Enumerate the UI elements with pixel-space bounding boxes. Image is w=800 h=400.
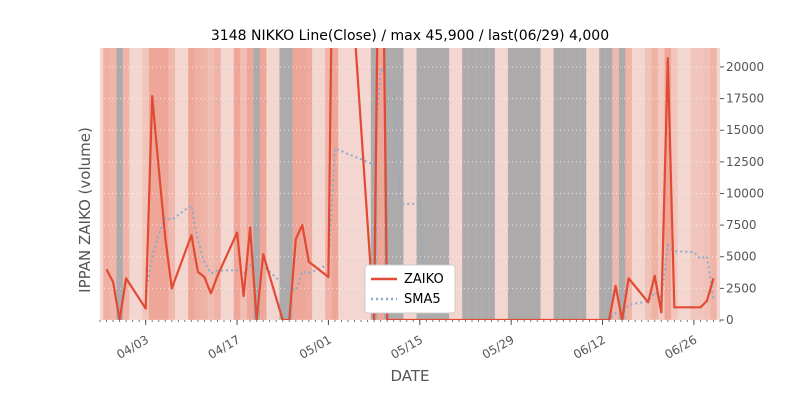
day-band-20 bbox=[286, 48, 293, 320]
day-band-13 bbox=[214, 48, 221, 320]
day-band-23 bbox=[305, 48, 313, 320]
day-band-60 bbox=[671, 48, 678, 320]
legend: ZAIKO SMA5 bbox=[364, 264, 456, 314]
day-band-51 bbox=[599, 48, 606, 320]
day-band-16 bbox=[246, 48, 254, 320]
x-tick-label-4: 05/29 bbox=[480, 332, 517, 361]
x-tick-label-3: 05/15 bbox=[388, 332, 425, 361]
legend-label-sma5: SMA5 bbox=[404, 292, 441, 307]
day-band-62 bbox=[697, 48, 704, 320]
day-band-45 bbox=[534, 48, 541, 320]
day-band-3 bbox=[122, 48, 130, 320]
day-band-34 bbox=[436, 48, 443, 320]
day-band-50 bbox=[579, 48, 587, 320]
day-band-47 bbox=[560, 48, 567, 320]
day-band-27 bbox=[377, 48, 384, 320]
y-tick-label-5: 12500 bbox=[726, 155, 764, 169]
day-band-28 bbox=[383, 48, 391, 320]
chart-title: 3148 NIKKO Line(Close) / max 45,900 / la… bbox=[211, 28, 609, 44]
day-band-56 bbox=[644, 48, 652, 320]
day-band-54 bbox=[618, 48, 626, 320]
day-band-46 bbox=[553, 48, 561, 320]
y-tick-label-8: 20000 bbox=[726, 60, 764, 74]
day-band-6 bbox=[155, 48, 162, 320]
series-line-zaiko bbox=[105, 48, 715, 320]
x-axis-ticks: 04/03 04/17 05/01 05/15 05/29 06/12 06/26 bbox=[99, 320, 721, 362]
legend-label-zaiko: ZAIKO bbox=[404, 272, 444, 287]
day-band-18 bbox=[259, 48, 267, 320]
day-band-25 bbox=[331, 48, 339, 320]
day-band-32 bbox=[423, 48, 430, 320]
day-band-61 bbox=[690, 48, 698, 320]
day-band-26 bbox=[370, 48, 378, 320]
day-band-48 bbox=[566, 48, 574, 320]
y-tick-label-7: 17500 bbox=[726, 92, 764, 106]
day-band-4 bbox=[142, 48, 149, 320]
day-band-17 bbox=[253, 48, 260, 320]
y-tick-label-3: 7500 bbox=[726, 218, 757, 232]
day-band-12 bbox=[207, 48, 215, 320]
day-band-15 bbox=[240, 48, 247, 320]
day-band-52 bbox=[605, 48, 613, 320]
day-band-59 bbox=[664, 48, 672, 320]
day-band-63 bbox=[703, 48, 711, 320]
y-tick-label-4: 10000 bbox=[726, 186, 764, 200]
day-band-33 bbox=[429, 48, 437, 320]
y-tick-label-6: 15000 bbox=[726, 123, 764, 137]
day-band-37 bbox=[468, 48, 476, 320]
series-line-sma5 bbox=[144, 64, 715, 320]
day-band-41 bbox=[507, 48, 515, 320]
day-band-36 bbox=[462, 48, 469, 320]
day-band-39 bbox=[481, 48, 489, 320]
day-band-31 bbox=[416, 48, 424, 320]
day-band-55 bbox=[625, 48, 632, 320]
x-tick-label-0: 04/03 bbox=[114, 332, 151, 361]
day-band-49 bbox=[573, 48, 580, 320]
day-band-7 bbox=[162, 48, 169, 320]
day-band-21 bbox=[292, 48, 300, 320]
legend-box bbox=[364, 264, 456, 314]
x-tick-label-1: 04/17 bbox=[206, 332, 243, 361]
y-axis-label: IPPAN ZAIKO (volume) bbox=[76, 127, 94, 293]
day-band-19 bbox=[279, 48, 286, 320]
day-band-40 bbox=[488, 48, 495, 320]
series-lines bbox=[105, 48, 715, 320]
day-band-43 bbox=[520, 48, 528, 320]
y-axis-ticks: 0 2500 5000 7500 10000 12500 15000 17500 20000 bbox=[720, 60, 764, 327]
day-band-64 bbox=[710, 48, 717, 320]
x-tick-label-2: 05/01 bbox=[297, 332, 334, 361]
day-band-5 bbox=[148, 48, 156, 320]
day-band-2 bbox=[116, 48, 123, 320]
day-band-44 bbox=[527, 48, 534, 320]
day-band-58 bbox=[658, 48, 665, 320]
day-band-53 bbox=[612, 48, 619, 320]
day-band-11 bbox=[201, 48, 208, 320]
day-band-8 bbox=[168, 48, 176, 320]
x-axis-label: DATE bbox=[390, 367, 429, 385]
day-band-22 bbox=[299, 48, 306, 320]
x-tick-label-5: 06/12 bbox=[571, 332, 608, 361]
day-band-9 bbox=[188, 48, 195, 320]
day-band-29 bbox=[390, 48, 397, 320]
day-band-35 bbox=[442, 48, 450, 320]
y-tick-label-1: 2500 bbox=[726, 281, 757, 295]
day-band-0 bbox=[103, 48, 110, 320]
day-band-1 bbox=[109, 48, 117, 320]
day-band-14 bbox=[233, 48, 241, 320]
day-band-30 bbox=[396, 48, 404, 320]
day-band-57 bbox=[651, 48, 658, 320]
y-tick-label-0: 0 bbox=[726, 313, 734, 327]
day-band-38 bbox=[475, 48, 482, 320]
y-tick-label-2: 5000 bbox=[726, 250, 757, 264]
day-band-10 bbox=[194, 48, 202, 320]
x-tick-label-6: 06/26 bbox=[662, 332, 699, 361]
day-band-42 bbox=[514, 48, 521, 320]
